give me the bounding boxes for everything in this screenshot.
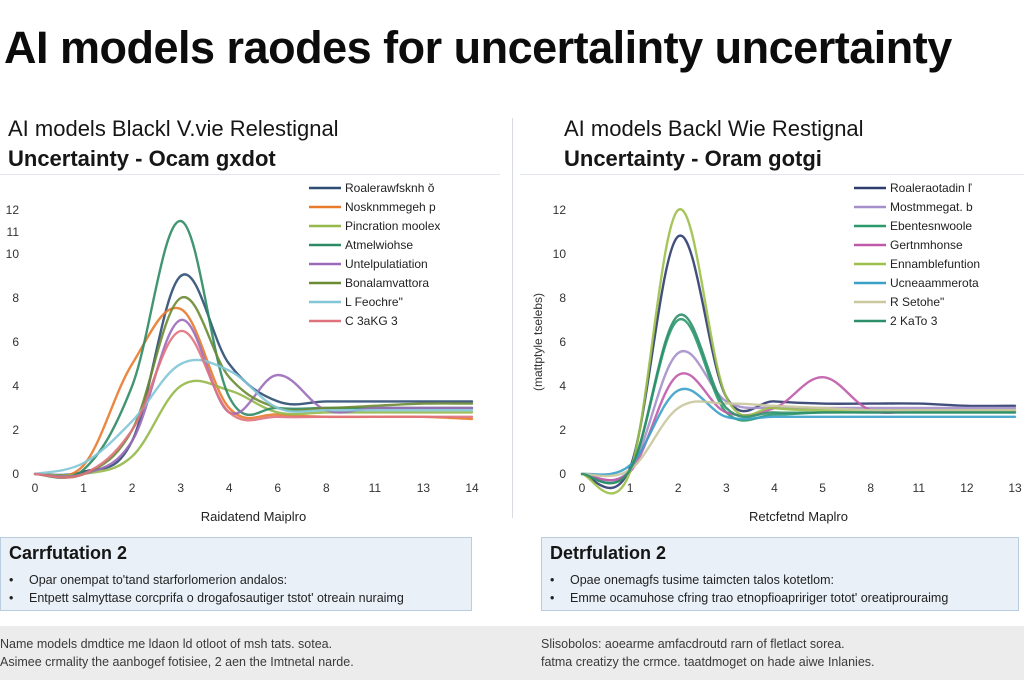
x-tick-label: 8 — [867, 481, 874, 495]
y-tick-label: 6 — [12, 335, 19, 349]
chart-subtitle-line2: Uncertainty - Oram gotgi — [564, 146, 822, 171]
series-line — [580, 387, 1017, 476]
y-tick-label: 10 — [553, 247, 567, 261]
series-lines — [580, 208, 1017, 495]
series-line — [33, 318, 474, 478]
legend-label: Ebentesnwoole — [890, 219, 972, 233]
footnote-line: fatma creatizy the crmce. taatdmoget on … — [541, 655, 875, 669]
x-tick-label: 4 — [226, 481, 233, 495]
x-tick-label: 5 — [819, 481, 826, 495]
y-tick-label: 4 — [559, 379, 566, 393]
callout-bullet: Opar onempat to'tand starforlomerion and… — [9, 571, 404, 589]
chart-subtitle: AI models Blackl V.vie Relestignal Uncer… — [8, 114, 339, 174]
page-title: AI models raodes for uncertalinty uncert… — [4, 22, 952, 73]
series-line — [580, 400, 1017, 478]
series-line — [33, 296, 474, 479]
footnote-line: Asimee crmality the aanbogef fotisiee, 2… — [0, 655, 354, 669]
legend-label: R Setohe" — [890, 295, 944, 309]
x-tick-label: 4 — [771, 481, 778, 495]
x-tick-label: 1 — [627, 481, 634, 495]
legend-label: Untelpulatiation — [345, 257, 428, 271]
series-lines — [33, 219, 474, 479]
legend-label: Roaleraotadin ľ — [890, 181, 972, 195]
callout-bullet-list: Opae onemagfs tusime taimcten talos kote… — [550, 571, 948, 607]
series-line — [33, 358, 474, 476]
callout-bullet: Emme ocamuhose cfring trao etnopfioaprir… — [550, 589, 948, 607]
y-tick-label: 6 — [559, 335, 566, 349]
callout-box: Carrfutation 2 Opar onempat to'tand star… — [0, 537, 472, 611]
x-tick-label: 14 — [465, 481, 479, 495]
series-line — [33, 379, 474, 477]
x-tick-label: 2 — [129, 481, 136, 495]
x-axis-label: Retcfetnd Maplro — [749, 509, 848, 524]
x-tick-label: 8 — [323, 481, 330, 495]
x-tick-label: 11 — [913, 481, 926, 495]
legend-label: Pincration moolex — [345, 219, 440, 233]
x-tick-label: 0 — [32, 481, 39, 495]
x-tick-label: 0 — [579, 481, 586, 495]
y-axis-label: (mattptyle tselebs) — [531, 293, 545, 391]
legend-label: Gertnmhonse — [890, 238, 963, 252]
legend-label: Ucneaammerota — [890, 276, 979, 290]
legend-label: 2 KaTo 3 — [890, 314, 938, 328]
legend-label: L Feochre" — [345, 295, 403, 309]
x-tick-label: 3 — [723, 481, 730, 495]
y-tick-label: 12 — [6, 203, 20, 217]
footnote-line: Name models dmdtice me ldaon ld otloot o… — [0, 637, 333, 651]
chart-subtitle-line1: AI models Backl Wie Restignal — [564, 116, 864, 141]
y-tick-label: 8 — [12, 291, 19, 305]
series-line — [33, 273, 474, 477]
y-tick-label: 12 — [553, 203, 567, 217]
chart-subtitle-line2: Uncertainty - Ocam gxdot — [8, 146, 276, 171]
legend: Roaleraotadin ľ Mostmmegat. b Ebentesnwool… — [854, 181, 980, 328]
y-tick-label: 8 — [559, 291, 566, 305]
series-line — [33, 329, 474, 479]
chart-top-rule — [0, 174, 500, 175]
series-line — [580, 313, 1017, 485]
callout-title: Carrfutation 2 — [9, 543, 128, 563]
footnote-right: Slisobolos: aoearme amfacdroutd rarn of … — [541, 635, 875, 671]
x-tick-label: 2 — [675, 481, 682, 495]
x-tick-label: 3 — [177, 481, 184, 495]
series-line — [580, 318, 1017, 485]
callout-bullet-list: Opar onempat to'tand starforlomerion and… — [9, 571, 404, 607]
x-tick-label: 13 — [1008, 481, 1022, 495]
footnote-left: Name models dmdtice me ldaon ld otloot o… — [0, 635, 354, 671]
chart-panel-right: AI models Backl Wie Restignal Uncertaint… — [520, 110, 1024, 630]
x-tick-label: 13 — [417, 481, 431, 495]
legend: Roalerawfsknh ŏ Nosknmmegeh p Pincration m… — [309, 181, 440, 328]
y-tick-label: 2 — [559, 423, 566, 437]
chart-subtitle-line1: AI models Blackl V.vie Relestignal — [8, 116, 339, 141]
y-tick-label: 0 — [12, 467, 19, 481]
x-axis-label: Raidatend Maiplro — [201, 509, 307, 524]
x-tick-label: 1 — [80, 481, 87, 495]
footnote-line: Slisobolos: aoearme amfacdroutd rarn of … — [541, 637, 845, 651]
y-tick-label: 11 — [7, 225, 20, 239]
x-tick-label: 12 — [960, 481, 974, 495]
legend-label: Ennamblefuntion — [890, 257, 980, 271]
callout-box: Detrfulation 2 Opae onemagfs tusime taim… — [541, 537, 1019, 611]
y-tick-label: 2 — [12, 423, 19, 437]
chart-subtitle: AI models Backl Wie Restignal Uncertaint… — [564, 114, 864, 174]
x-tick-label: 6 — [274, 481, 281, 495]
callout-bullet: Entpett salmyttase corcprifa o drogafosa… — [9, 589, 404, 607]
y-tick-label: 10 — [6, 247, 20, 261]
callout-title: Detrfulation 2 — [550, 543, 667, 563]
legend-label: Nosknmmegeh p — [345, 200, 436, 214]
callout-bullet: Opae onemagfs tusime taimcten talos kote… — [550, 571, 948, 589]
panel-divider — [512, 118, 513, 518]
legend-label: Mostmmegat. b — [890, 200, 973, 214]
legend-label: Roalerawfsknh ŏ — [345, 181, 435, 195]
chart-panel-left: AI models Blackl V.vie Relestignal Uncer… — [0, 110, 500, 630]
y-tick-label: 0 — [559, 467, 566, 481]
legend-label: Bonalamvattora — [345, 276, 429, 290]
legend-label: Atmelwiohse — [345, 238, 413, 252]
legend-label: C 3aKG 3 — [345, 314, 398, 328]
y-tick-label: 4 — [12, 379, 19, 393]
chart-top-rule — [520, 174, 1024, 175]
footer: Name models dmdtice me ldaon ld otloot o… — [0, 626, 1024, 680]
x-tick-label: 11 — [369, 481, 382, 495]
